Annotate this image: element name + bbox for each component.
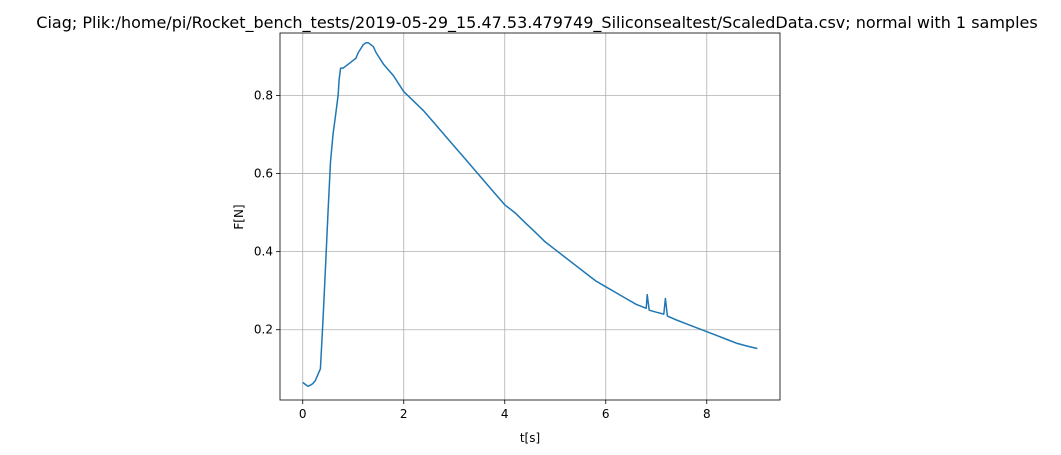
- chart-title: Ciag; Plik:/home/pi/Rocket_bench_tests/2…: [36, 13, 1037, 33]
- x-tick-label: 4: [501, 407, 509, 421]
- y-tick-label: 0.8: [254, 88, 273, 102]
- series-layer: [302, 42, 758, 388]
- plot-area-frame: [279, 32, 781, 401]
- force-series-line: [302, 42, 758, 388]
- y-tick-label: 0.2: [254, 323, 273, 337]
- axis-ticks: 0 2 4 6 8 0.2 0.4 0.6 0.8: [254, 88, 711, 421]
- x-tick-label: 2: [400, 407, 408, 421]
- x-tick-label: 6: [602, 407, 610, 421]
- y-axis-label: F[N]: [232, 204, 246, 229]
- x-tick-label: 8: [703, 407, 711, 421]
- y-tick-label: 0.6: [254, 167, 273, 181]
- x-tick-label: 0: [299, 407, 307, 421]
- y-tick-label: 0.4: [254, 245, 273, 259]
- x-axis-label: t[s]: [520, 431, 540, 445]
- grid-lines: [280, 33, 780, 400]
